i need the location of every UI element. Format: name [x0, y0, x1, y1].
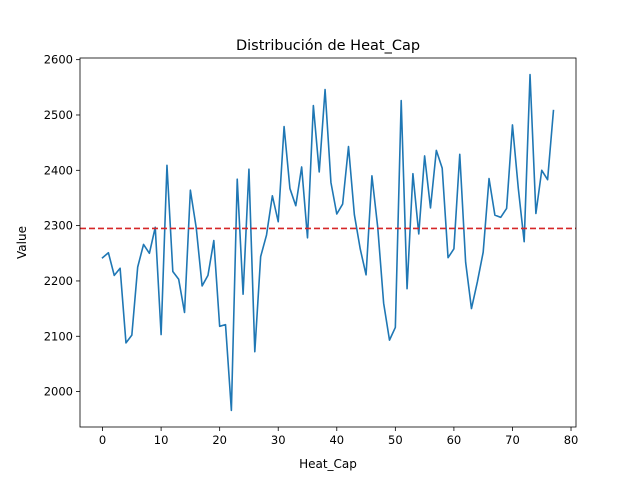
- x-tick-label: 10: [154, 433, 169, 447]
- y-tick-label: 2200: [44, 274, 73, 288]
- y-tick-label: 2400: [44, 163, 73, 177]
- x-axis-ticks: 0 10 20 30 40 50 60 70 80: [99, 427, 578, 447]
- series-line: [101, 73, 555, 412]
- plot-frame: [79, 57, 577, 428]
- plot-area: [80, 58, 576, 427]
- y-tick-label: 2600: [44, 53, 73, 67]
- series-layer: [101, 73, 555, 412]
- y-axis-label: Value: [15, 226, 29, 259]
- chart-title: Distribución de Heat_Cap: [236, 38, 420, 54]
- x-tick-label: 50: [388, 433, 403, 447]
- x-tick-label: 30: [271, 433, 286, 447]
- x-tick-label: 0: [99, 433, 106, 447]
- x-tick-label: 20: [212, 433, 227, 447]
- y-axis-ticks: 2000 2100 2200 2300 2400 2500 2600: [44, 53, 80, 399]
- x-tick-label: 80: [564, 433, 579, 447]
- x-tick-label: 40: [329, 433, 344, 447]
- x-tick-label: 70: [505, 433, 520, 447]
- x-axis-label: Heat_Cap: [299, 457, 357, 471]
- y-tick-label: 2100: [44, 329, 73, 343]
- y-tick-label: 2300: [44, 219, 73, 233]
- y-tick-label: 2500: [44, 108, 73, 122]
- y-tick-label: 2000: [44, 385, 73, 399]
- x-tick-label: 60: [447, 433, 462, 447]
